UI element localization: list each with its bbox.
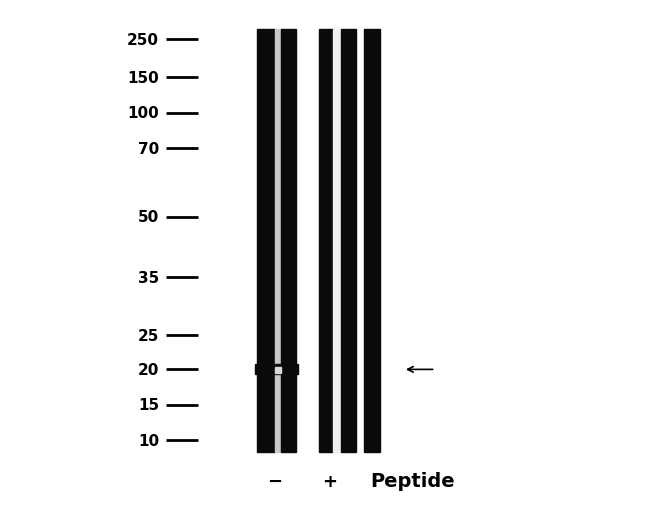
Bar: [341, 30, 356, 452]
Text: Peptide: Peptide: [370, 471, 455, 490]
Text: 35: 35: [138, 270, 159, 285]
Bar: [333, 30, 341, 452]
Bar: [275, 30, 281, 452]
Bar: [257, 30, 275, 452]
Bar: [364, 30, 380, 452]
Text: 50: 50: [138, 210, 159, 225]
Text: 70: 70: [138, 141, 159, 157]
Bar: [255, 365, 298, 375]
Text: +: +: [322, 472, 337, 490]
Bar: [281, 30, 296, 452]
Bar: [275, 368, 281, 374]
Text: 10: 10: [138, 433, 159, 448]
Text: 250: 250: [127, 33, 159, 48]
Text: 100: 100: [127, 106, 159, 121]
Text: 20: 20: [138, 362, 159, 377]
Text: 150: 150: [127, 71, 159, 86]
Bar: [318, 30, 333, 452]
Text: 15: 15: [138, 397, 159, 413]
Text: 25: 25: [138, 328, 159, 343]
Text: −: −: [266, 472, 282, 490]
